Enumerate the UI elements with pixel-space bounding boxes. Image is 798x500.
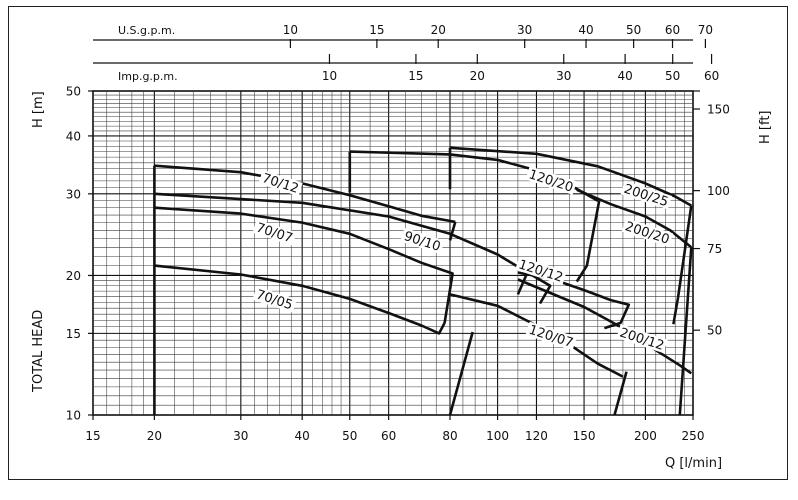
y-tick-label: 30 bbox=[66, 187, 81, 201]
curve-label-background bbox=[252, 286, 297, 313]
pump-curve-90-10 bbox=[154, 192, 552, 305]
x-tick-label: 200 bbox=[634, 429, 657, 443]
top-tick-label: 30 bbox=[556, 69, 571, 83]
top-tick-label: 70 bbox=[698, 23, 713, 37]
pump-curve-120-12 bbox=[517, 271, 631, 330]
limit-line bbox=[516, 271, 529, 295]
limit-line bbox=[448, 331, 474, 416]
pump-curve-70-07 bbox=[154, 206, 454, 324]
curve-label-group: 200/25 bbox=[620, 180, 673, 210]
x-tick-label: 50 bbox=[342, 429, 357, 443]
top-tick-label: 50 bbox=[626, 23, 641, 37]
top-scale-name: Imp.g.p.m. bbox=[118, 70, 178, 83]
top-tick-label: 30 bbox=[517, 23, 532, 37]
pump-curve-70-05 bbox=[154, 264, 446, 335]
y-tick-label: 20 bbox=[66, 269, 81, 283]
y-tick-label: 40 bbox=[66, 129, 81, 143]
curve-label: 200/25 bbox=[622, 182, 670, 210]
x-axis: 15 20 30 40 50 60 80 100 120 150 200 250 bbox=[85, 415, 704, 443]
top-tick-label: 60 bbox=[704, 69, 719, 83]
x-tick-label: 40 bbox=[295, 429, 310, 443]
left-y-axis: 10 15 20 30 40 50 bbox=[66, 85, 93, 423]
top-tick-label: 20 bbox=[431, 23, 446, 37]
y-tick-label: 15 bbox=[66, 327, 81, 341]
top-tick-label: 10 bbox=[283, 23, 298, 37]
chart-frame bbox=[8, 6, 788, 480]
limit-line bbox=[448, 221, 457, 241]
x-tick-label: 100 bbox=[486, 429, 509, 443]
pump-curve-200-25 bbox=[449, 146, 692, 207]
ft-tick-label: 50 bbox=[707, 324, 722, 338]
curve-label: 120/20 bbox=[527, 167, 575, 195]
curve-label-background bbox=[525, 321, 577, 351]
curve-label-background bbox=[515, 256, 567, 285]
top-scale-name: U.S.g.p.m. bbox=[118, 24, 175, 37]
ft-tick-label: 150 bbox=[707, 103, 730, 117]
top-tick-label: 40 bbox=[578, 23, 593, 37]
curve-label-group: 90/10 bbox=[400, 227, 445, 255]
x-tick-label: 30 bbox=[233, 429, 248, 443]
ft-tick-label: 100 bbox=[707, 184, 730, 198]
curve-label: 200/20 bbox=[623, 219, 671, 247]
top-tick-label: 60 bbox=[665, 23, 680, 37]
x-tick-label: 150 bbox=[573, 429, 596, 443]
x-tick-label: 120 bbox=[525, 429, 548, 443]
curve-label: 200/12 bbox=[618, 325, 666, 353]
curve-label: 70/12 bbox=[260, 171, 300, 197]
y-tick-label: 50 bbox=[66, 85, 81, 99]
x-tick-label: 80 bbox=[442, 429, 457, 443]
curve-label-background bbox=[616, 324, 668, 354]
ft-tick-label: 75 bbox=[707, 242, 722, 256]
curve-label-background bbox=[620, 180, 673, 210]
pump-curve-70-12 bbox=[154, 164, 456, 224]
curve-label-background bbox=[621, 218, 674, 247]
top-flow-scales: U.S.g.p.m. 10 15 20 30 40 50 60 70 Imp.g.p.m. 10 15… bbox=[93, 23, 719, 83]
top-tick-label: 40 bbox=[617, 69, 632, 83]
right-y-axis-title: H [ft] bbox=[758, 111, 773, 145]
x-tick-label: 250 bbox=[682, 429, 705, 443]
top-tick-label: 10 bbox=[322, 69, 337, 83]
curve-label-group: 70/07 bbox=[252, 219, 297, 247]
curve-label-background bbox=[400, 227, 445, 255]
y-axis-title: H [m] bbox=[31, 91, 46, 128]
curve-label-background bbox=[258, 169, 303, 197]
limit-line bbox=[575, 200, 601, 283]
top-tick-label: 15 bbox=[369, 23, 384, 37]
limit-line bbox=[672, 205, 693, 325]
chart-grid bbox=[92, 90, 694, 416]
x-tick-label: 60 bbox=[381, 429, 396, 443]
right-y-axis: 50 75 100 150 bbox=[693, 90, 730, 338]
curve-label-group: 70/05 bbox=[252, 286, 297, 313]
top-tick-label: 15 bbox=[408, 69, 423, 83]
curve-label: 70/07 bbox=[254, 221, 294, 247]
curve-label-background bbox=[252, 219, 297, 246]
x-tick-label: 15 bbox=[85, 429, 100, 443]
x-tick-label: 20 bbox=[147, 429, 162, 443]
top-tick-label: 50 bbox=[665, 69, 680, 83]
curve-label-background bbox=[525, 166, 577, 195]
pump-curve-200-20 bbox=[576, 188, 693, 249]
plot-border bbox=[92, 90, 694, 416]
y-tick-label: 10 bbox=[66, 409, 81, 423]
limit-line bbox=[613, 371, 628, 416]
top-tick-label: 20 bbox=[470, 69, 485, 83]
curve-label-group: 200/12 bbox=[616, 324, 668, 354]
y-axis-total-head-title: TOTAL HEAD bbox=[31, 310, 46, 393]
x-axis-title: Q [l/min] bbox=[665, 456, 722, 471]
limit-line bbox=[678, 247, 693, 416]
